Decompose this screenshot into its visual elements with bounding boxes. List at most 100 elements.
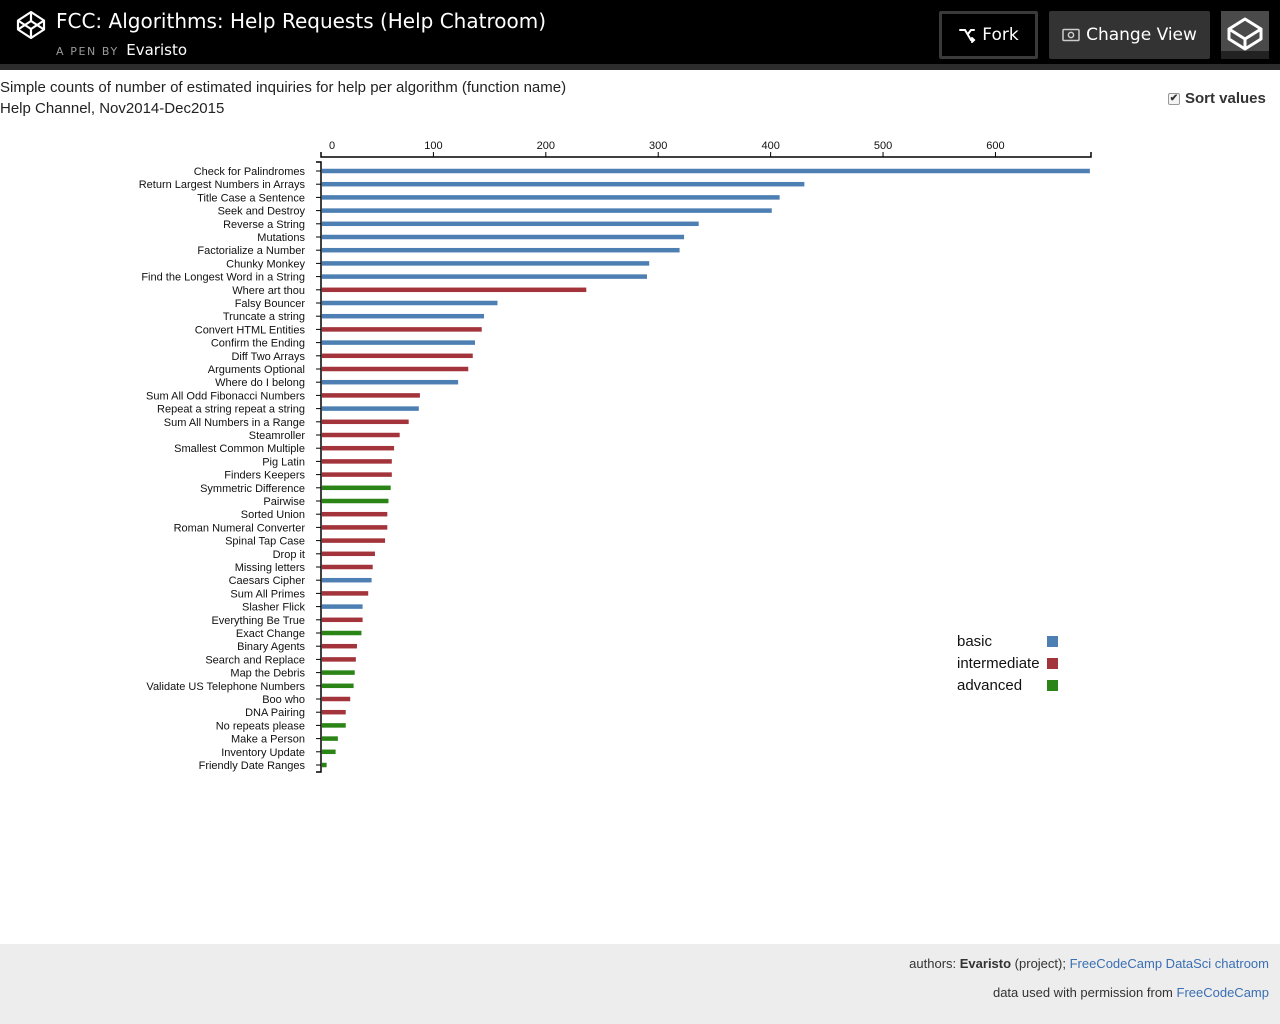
eye-icon xyxy=(1062,28,1080,42)
bar-basic xyxy=(322,234,685,240)
y-category-label: Convert HTML Entities xyxy=(195,324,306,336)
by-label: A PEN BY xyxy=(56,45,119,58)
y-category-label: Sum All Numbers in a Range xyxy=(164,417,305,429)
y-category-label: Mutations xyxy=(257,232,305,244)
bar-basic xyxy=(322,604,363,609)
y-category-label: Smallest Common Multiple xyxy=(174,443,305,455)
legend-swatch xyxy=(1047,657,1058,669)
authors-line: authors: Evaristo (project); FreeCodeCam… xyxy=(909,956,1269,971)
y-category-label: Sorted Union xyxy=(241,509,305,521)
y-category-label: Map the Debris xyxy=(230,668,305,680)
datasci-chatroom-link[interactable]: FreeCodeCamp DataSci chatroom xyxy=(1069,956,1269,971)
chart-legend: basic intermediate advanced xyxy=(957,630,1058,696)
avatar[interactable] xyxy=(1221,11,1269,59)
x-tick-label: 500 xyxy=(874,140,892,152)
data-prefix: data used with permission from xyxy=(992,985,1177,1000)
y-category-label: Slasher Flick xyxy=(242,602,305,614)
y-category-label: Sum All Primes xyxy=(230,588,305,600)
legend-item-advanced: advanced xyxy=(957,674,1058,696)
page-footer: authors: Evaristo (project); FreeCodeCam… xyxy=(0,944,1280,1024)
bar-advanced xyxy=(322,736,338,741)
x-tick-label: 300 xyxy=(649,140,667,152)
bar-intermediate xyxy=(322,657,356,662)
bar-intermediate xyxy=(322,591,369,596)
legend-swatch xyxy=(1047,679,1058,691)
bar-advanced xyxy=(322,630,362,636)
bar-chart: 0 100 200 300 400 500 600 Check for Palindromes… xyxy=(139,140,1092,773)
bar-intermediate xyxy=(322,709,346,715)
bar-intermediate xyxy=(322,511,388,517)
avatar-icon xyxy=(1221,11,1269,59)
y-category-label: Factorialize a Number xyxy=(197,245,305,257)
y-category-label: No repeats please xyxy=(216,720,305,732)
x-tick-label: 400 xyxy=(761,140,779,152)
y-category-label: Repeat a string repeat a string xyxy=(157,404,305,416)
y-category-label: Make a Person xyxy=(231,734,305,746)
legend-item-intermediate: intermediate xyxy=(957,652,1058,674)
y-category-label: Inventory Update xyxy=(221,747,305,759)
bar-intermediate xyxy=(322,459,392,464)
change-view-label: Change View xyxy=(1086,25,1197,45)
bar-basic xyxy=(322,300,498,306)
bar-intermediate xyxy=(322,327,482,332)
fork-label: Fork xyxy=(982,25,1019,45)
bar-basic xyxy=(322,168,1090,174)
sort-values-toggle[interactable]: ✔ Sort values xyxy=(1168,90,1266,107)
y-category-label: Truncate a string xyxy=(223,311,305,323)
x-axis-line xyxy=(320,152,1092,158)
legend-label: basic xyxy=(957,632,993,650)
bar-advanced xyxy=(322,498,389,504)
bar-advanced xyxy=(322,683,354,689)
fork-icon xyxy=(959,29,976,43)
y-category-label: Validate US Telephone Numbers xyxy=(146,681,305,693)
bar-intermediate xyxy=(322,419,409,425)
x-tick-label: 600 xyxy=(986,140,1004,152)
bar-intermediate xyxy=(322,564,373,570)
y-category-label: Sum All Odd Fibonacci Numbers xyxy=(146,390,305,402)
legend-label: advanced xyxy=(957,676,1023,694)
codepen-logo-icon[interactable] xyxy=(16,10,46,40)
pen-title: FCC: Algorithms: Help Requests (Help Cha… xyxy=(56,9,546,33)
bar-intermediate xyxy=(322,538,386,543)
author-link[interactable]: Evaristo xyxy=(126,41,188,59)
y-axis-line xyxy=(316,161,322,773)
x-tick-label: 200 xyxy=(537,140,555,152)
legend-label: intermediate xyxy=(957,654,1040,672)
y-category-label: Chunky Monkey xyxy=(226,258,305,270)
bar-intermediate xyxy=(322,393,420,398)
bar-basic xyxy=(322,247,680,253)
y-category-label: Everything Be True xyxy=(211,615,305,627)
bar-basic xyxy=(322,221,699,227)
y-category-label: Symmetric Difference xyxy=(200,483,305,495)
bar-advanced xyxy=(322,762,327,768)
bar-intermediate xyxy=(322,472,392,477)
y-category-label: Finders Keepers xyxy=(224,470,305,482)
y-category-label: Where do I belong xyxy=(215,377,305,389)
bar-intermediate xyxy=(322,366,469,372)
y-category-label: Check for Palindromes xyxy=(194,166,306,178)
pen-header: FCC: Algorithms: Help Requests (Help Cha… xyxy=(0,0,1280,70)
y-category-label: Title Case a Sentence xyxy=(197,192,305,204)
bar-intermediate xyxy=(322,617,363,623)
sort-checkbox[interactable]: ✔ xyxy=(1168,92,1180,105)
bar-basic xyxy=(322,208,772,213)
bar-basic xyxy=(322,181,805,187)
y-category-label: Drop it xyxy=(273,549,305,561)
y-category-label: Roman Numeral Converter xyxy=(174,522,306,534)
y-category-label: Confirm the Ending xyxy=(211,338,305,350)
chart-description: Simple counts of number of estimated inq… xyxy=(0,77,566,119)
y-category-label: Missing letters xyxy=(235,562,306,574)
y-category-label: DNA Pairing xyxy=(245,707,305,719)
y-category-label: Exact Change xyxy=(236,628,305,640)
y-category-label: Falsy Bouncer xyxy=(235,298,306,310)
y-category-label: Find the Longest Word in a String xyxy=(141,272,305,284)
fork-button[interactable]: Fork xyxy=(939,11,1038,59)
y-category-label: Search and Replace xyxy=(205,654,305,666)
change-view-button[interactable]: Change View xyxy=(1049,11,1210,59)
y-category-label: Spinal Tap Case xyxy=(225,536,305,548)
freecodecamp-link[interactable]: FreeCodeCamp xyxy=(1176,985,1270,1000)
bar-intermediate xyxy=(322,643,357,649)
y-category-label: Diff Two Arrays xyxy=(231,351,305,363)
y-category-label: Boo who xyxy=(262,694,305,706)
bar-basic xyxy=(322,274,647,279)
